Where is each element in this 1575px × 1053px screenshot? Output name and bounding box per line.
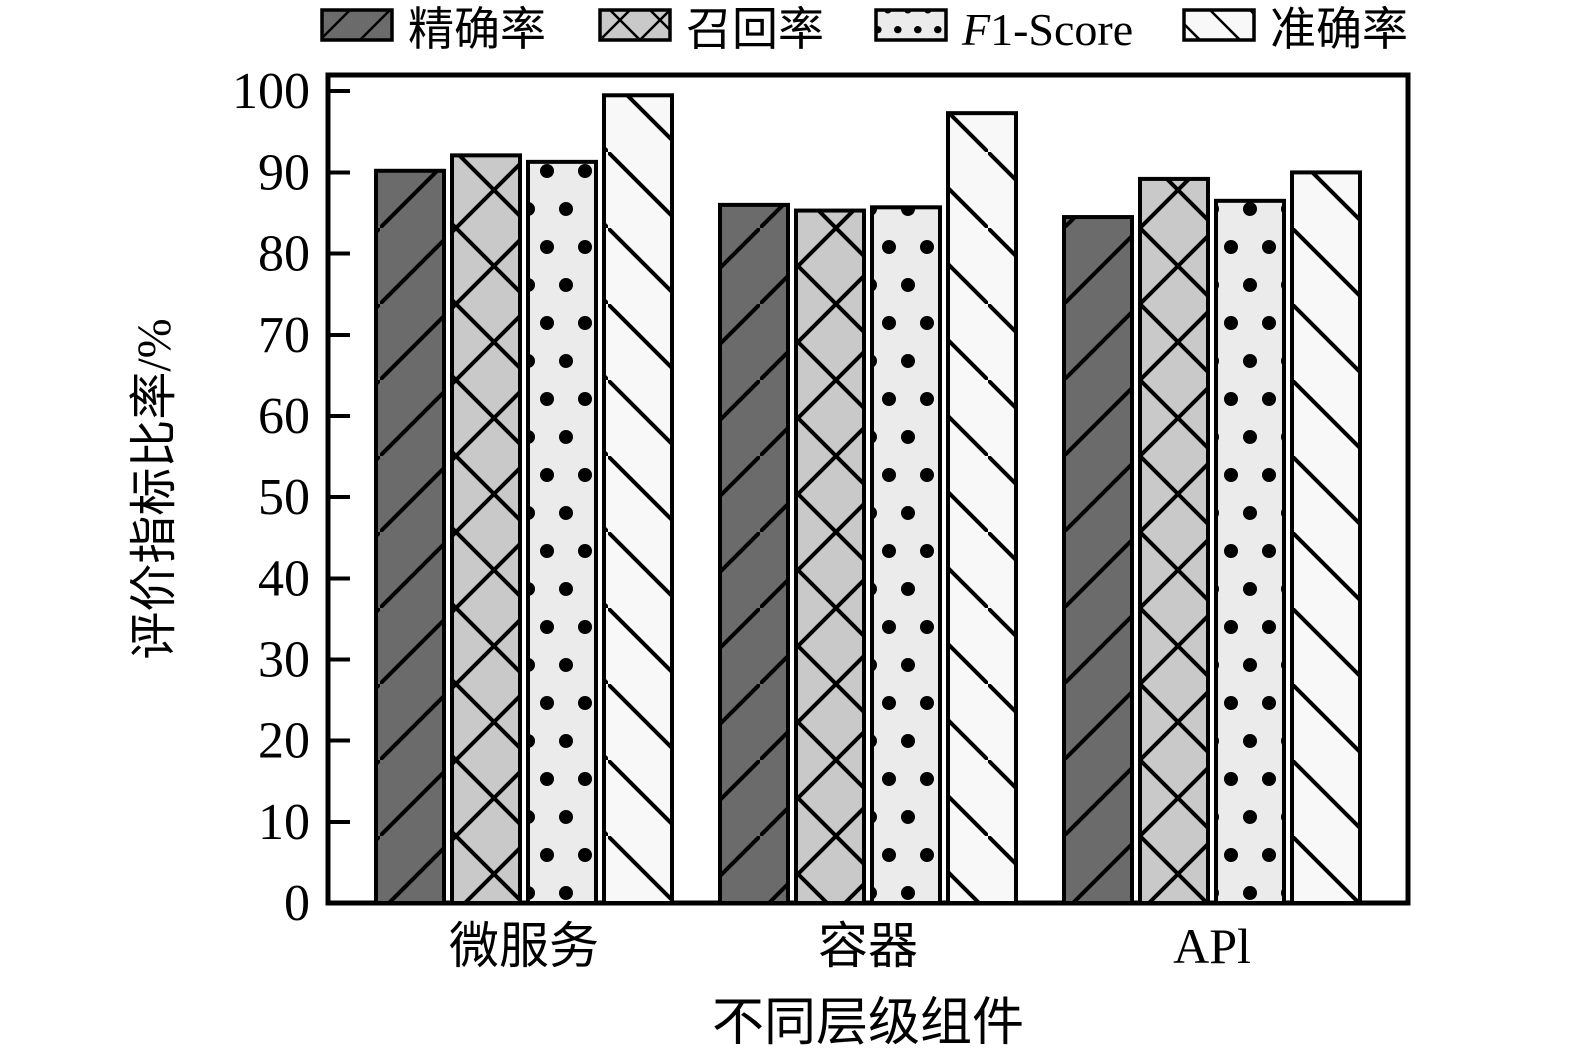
bar-APl-召回率 — [1138, 176, 1210, 905]
bar-容器-召回率 — [794, 208, 866, 906]
legend-label: 准确率 — [1270, 4, 1408, 55]
y-tick-label: 40 — [258, 550, 310, 607]
x-category-label: 容器 — [818, 918, 918, 974]
bar-微服务-准确率 — [602, 93, 674, 905]
y-axis: 0 10 20 30 40 50 60 70 80 90 100 — [232, 63, 350, 932]
bar-group-2 — [718, 111, 1018, 906]
x-category-label: APl — [1173, 918, 1251, 974]
y-tick-label: 70 — [258, 307, 310, 364]
y-tick-label: 20 — [258, 713, 310, 770]
legend-item-crosshatch: 召回率 — [598, 4, 824, 55]
y-tick-label: 0 — [284, 875, 310, 932]
bars — [374, 93, 1362, 906]
crosshatch-swatch-icon — [598, 8, 672, 42]
y-tick-label: 50 — [258, 469, 310, 526]
y-tick-label: 90 — [258, 144, 310, 201]
y-tick-label: 30 — [258, 631, 310, 688]
bar-APl-准确率 — [1290, 170, 1362, 906]
y-axis-title: 评价指标比率/% — [128, 318, 181, 659]
bar-APl-精确率 — [1062, 215, 1134, 905]
y-tick-label: 60 — [258, 388, 310, 445]
bar-容器-准确率 — [946, 111, 1018, 905]
diagonal-forward-swatch-icon — [320, 8, 394, 42]
diagonal-back-swatch-icon — [1182, 8, 1256, 42]
legend-label: 召回率 — [686, 4, 824, 55]
bar-微服务-F1-Score — [526, 159, 598, 905]
bar-微服务-召回率 — [450, 153, 522, 906]
legend-item-diagonal-forward: 精确率 — [320, 4, 546, 55]
y-tick-label: 80 — [258, 226, 310, 283]
y-tick-label: 10 — [258, 794, 310, 851]
legend-label: 精确率 — [408, 4, 546, 55]
bar-APl-F1-Score — [1214, 198, 1286, 905]
bar-容器-精确率 — [718, 202, 790, 906]
bar-微服务-精确率 — [374, 168, 446, 906]
dots-swatch-icon — [874, 8, 948, 42]
bar-group-1 — [374, 93, 674, 906]
y-tick-label: 100 — [232, 63, 310, 120]
x-axis-title: 不同层级组件 — [712, 995, 1024, 1052]
bar-group-3 — [1062, 170, 1362, 906]
bar-容器-F1-Score — [870, 205, 942, 906]
legend: 精确率 召回率 F1-Score 准确率 — [320, 4, 1408, 55]
x-category-label: 微服务 — [449, 918, 599, 974]
legend-label: F1-Score — [961, 4, 1133, 55]
plot-frame — [325, 72, 1411, 906]
legend-item-diagonal-back: 准确率 — [1182, 4, 1408, 55]
legend-item-dots: F1-Score — [874, 4, 1133, 55]
